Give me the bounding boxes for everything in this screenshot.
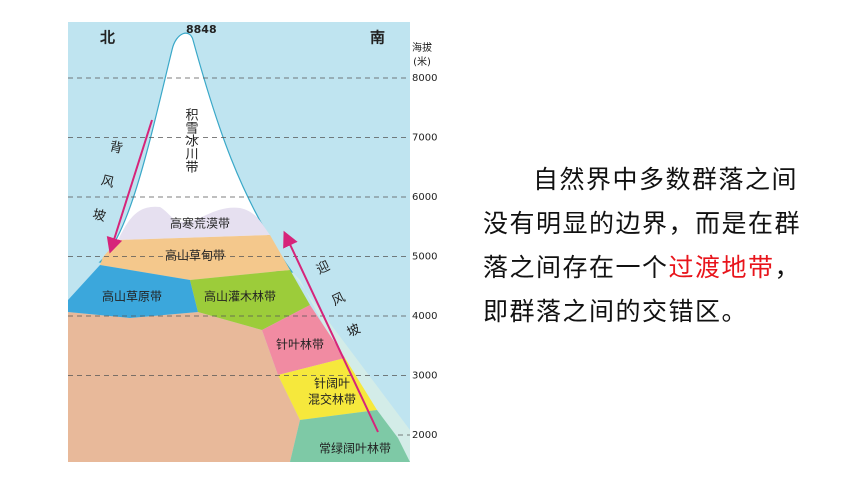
axis-title: (米) — [413, 55, 431, 68]
desert-label: 高寒荒漠带 — [170, 216, 230, 231]
conifer-label: 针叶林带 — [276, 337, 324, 352]
elevation-label: 8000 — [412, 73, 437, 84]
mixed-label: 针阔叶 — [314, 376, 350, 391]
windward-arrow — [283, 230, 379, 433]
steppe-label: 高山草原带 — [102, 289, 162, 304]
elevation-axis: 8000 7000 6000 5000 4000 3000 2000 — [68, 73, 437, 441]
desert-zone — [118, 206, 270, 240]
mixed-label: 混交林带 — [308, 392, 356, 407]
broadleaf-zone — [290, 410, 410, 462]
highlight-text: 过渡地带 — [668, 253, 775, 282]
snow-label: 积雪冰川带 — [183, 108, 199, 173]
broadleaf-label: 常绿阔叶林带 — [319, 441, 391, 456]
conifer-zone — [262, 305, 345, 375]
meadow-label: 高山草甸带 — [165, 248, 225, 263]
elevation-label: 5000 — [412, 252, 437, 263]
meadow-zone — [100, 235, 290, 280]
text: 自然界中多数群落之间没有明显的边界，而是在群落之间存在一个 — [483, 165, 802, 282]
text: ，即群落之间的交错区。 — [483, 253, 802, 326]
paragraph: 自然界中多数群落之间没有明显的边界，而是在群落之间存在一个过渡地带，即群落之间的… — [483, 158, 813, 334]
elevation-label: 2000 — [412, 430, 437, 441]
steppe-zone — [68, 265, 198, 318]
leeward-arrow — [106, 119, 153, 254]
shrub-label: 高山灌木林带 — [204, 289, 276, 304]
elevation-label: 7000 — [412, 133, 437, 144]
axis-title: 海拔 — [412, 41, 432, 54]
peak-label: 8848 — [186, 23, 217, 36]
elevation-label: 4000 — [412, 311, 437, 322]
mixed-zone — [278, 358, 377, 420]
shrub-zone — [190, 270, 310, 330]
elevation-label: 3000 — [412, 371, 437, 382]
ground — [68, 312, 300, 462]
north-label: 北 — [100, 29, 115, 47]
elevation-label: 6000 — [412, 192, 437, 203]
south-label: 南 — [370, 29, 385, 47]
